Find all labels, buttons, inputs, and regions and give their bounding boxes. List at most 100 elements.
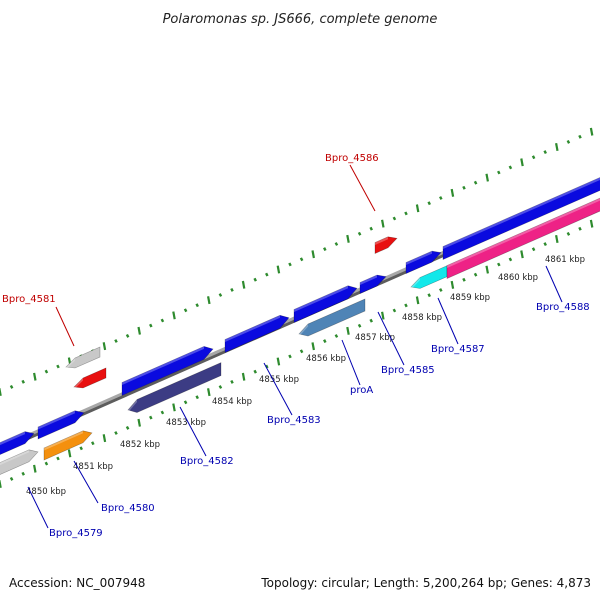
gene-arrow-bpro-4579-neighbor[interactable] bbox=[0, 431, 35, 459]
gene-label[interactable]: Bpro_4579 bbox=[49, 528, 103, 539]
inner-tick-mark bbox=[125, 425, 130, 430]
gene-arrow-bpro-4580[interactable] bbox=[43, 430, 93, 461]
leader-line bbox=[263, 362, 293, 416]
accession-text: Accession: NC_007948 bbox=[9, 576, 145, 590]
gene-label-leaders bbox=[27, 164, 563, 529]
kbp-labels: 4850 kbp 4851 kbp 4852 kbp 4853 kbp 4854 kbp… bbox=[26, 255, 585, 497]
gene-label[interactable]: proA bbox=[350, 385, 373, 396]
gene-arrow-bpro-4579[interactable] bbox=[0, 449, 39, 479]
gene-label[interactable]: Bpro_4582 bbox=[180, 456, 234, 467]
outer-tick-mark bbox=[21, 379, 25, 384]
gene-labels: Bpro_4579 Bpro_4580 Bpro_4581 Bpro_4582 Bpro… bbox=[2, 153, 590, 539]
kbp-label: 4860 kbp bbox=[498, 273, 538, 283]
outer-tick-mark bbox=[299, 257, 304, 262]
leader-line bbox=[341, 339, 361, 386]
gene-label[interactable]: Bpro_4588 bbox=[536, 302, 590, 313]
gene-arrow-bpro-4584[interactable] bbox=[293, 285, 358, 323]
leader-line bbox=[73, 460, 99, 504]
gene-arrow-bpro-4588[interactable] bbox=[446, 197, 600, 279]
gene-arrow-bpro-4581-gray[interactable] bbox=[65, 346, 101, 369]
gene-arrow-bpro-4579-neighbor-highlight bbox=[0, 431, 25, 446]
gene-arrow-bpro-4585[interactable] bbox=[359, 274, 387, 294]
outer-tick-mark bbox=[288, 262, 292, 267]
kbp-label: 4852 kbp bbox=[120, 440, 160, 450]
gene-label[interactable]: Bpro_4587 bbox=[431, 344, 485, 355]
inner-tick-mark bbox=[497, 262, 501, 267]
kbp-label: 4858 kbp bbox=[402, 313, 442, 323]
outer-tick-mark bbox=[230, 287, 234, 292]
outer-tick-mark bbox=[415, 204, 420, 213]
inner-tick-mark bbox=[462, 277, 466, 282]
outer-tick-mark bbox=[427, 201, 431, 206]
inner-tick-mark bbox=[508, 257, 513, 262]
inner-tick-mark bbox=[334, 334, 339, 338]
gene-arrow-bpro-4582-upper[interactable] bbox=[121, 346, 214, 396]
outer-tick-mark bbox=[543, 150, 547, 155]
inner-tick-mark bbox=[276, 357, 281, 366]
gene-label[interactable]: Bpro_4586 bbox=[325, 153, 379, 164]
inner-tick-mark bbox=[102, 434, 107, 443]
gene-arrow-bpro-4582[interactable] bbox=[127, 362, 222, 413]
gene-arrow-bpro-4581-highlight bbox=[74, 378, 83, 390]
inner-tick-mark bbox=[114, 431, 118, 435]
gene-arrow-upstream-4580[interactable] bbox=[37, 410, 85, 440]
leader-line bbox=[437, 297, 459, 345]
gene-label[interactable]: Bpro_4581 bbox=[2, 294, 56, 305]
inner-tick-mark bbox=[288, 354, 292, 359]
leader-line bbox=[377, 311, 405, 366]
outer-tick-mark bbox=[149, 323, 153, 328]
outer-tick-mark bbox=[485, 173, 489, 182]
gene-arrow-upstream-4580-highlight bbox=[38, 410, 75, 430]
gene-label[interactable]: Bpro_4583 bbox=[267, 415, 321, 426]
inner-tick-mark bbox=[427, 293, 431, 298]
gene-arrow-bpro-4581[interactable] bbox=[73, 367, 107, 389]
inner-tick-mark bbox=[137, 418, 141, 427]
outer-tick-mark bbox=[508, 165, 513, 170]
outer-tick-mark bbox=[323, 247, 327, 252]
gene-label[interactable]: Bpro_4585 bbox=[381, 365, 435, 376]
inner-tick-mark bbox=[415, 296, 420, 305]
gene-label[interactable]: Bpro_4580 bbox=[101, 503, 155, 514]
inner-tick-mark bbox=[589, 219, 594, 228]
kbp-label: 4856 kbp bbox=[306, 354, 346, 364]
gene-arrow-bpro-4588-upper-highlight bbox=[443, 177, 600, 249]
inner-tick-mark bbox=[357, 323, 362, 328]
inner-tick-mark bbox=[241, 372, 246, 381]
leader-line bbox=[349, 164, 376, 212]
gene-arrow-bpro-4588-upper[interactable] bbox=[442, 177, 600, 260]
outer-tick-mark bbox=[404, 211, 408, 216]
gene-features bbox=[0, 177, 600, 479]
gene-arrow-bpro-4579-highlight bbox=[0, 449, 29, 466]
inner-tick-mark bbox=[346, 326, 350, 335]
gene-arrow-bpro-4587-highlight bbox=[406, 251, 432, 265]
inner-tick-mark bbox=[450, 280, 455, 289]
inner-tick-mark bbox=[311, 342, 315, 351]
inner-tick-mark bbox=[566, 231, 571, 236]
inner-tick-mark bbox=[555, 235, 559, 243]
outer-tick-mark bbox=[555, 143, 559, 151]
gene-arrow-proa[interactable] bbox=[298, 298, 366, 337]
inner-tick-mark bbox=[299, 349, 304, 354]
inner-tick-mark bbox=[439, 288, 443, 292]
inner-tick-mark bbox=[56, 456, 60, 461]
gene-arrow-bpro-4583[interactable] bbox=[224, 314, 290, 353]
outer-tick-mark bbox=[334, 242, 339, 246]
inner-tick-mark bbox=[79, 446, 83, 451]
outer-tick-mark bbox=[473, 180, 478, 185]
outer-tick-mark bbox=[218, 293, 223, 297]
gene-arrow-bpro-4587-cyan-highlight bbox=[411, 277, 420, 290]
gene-arrow-bpro-4587[interactable] bbox=[405, 250, 442, 274]
outer-tick-mark bbox=[9, 384, 14, 389]
outer-tick-mark bbox=[207, 296, 211, 305]
inner-tick-mark bbox=[392, 308, 397, 313]
gene-arrow-bpro-4581-gray-highlight bbox=[66, 358, 75, 370]
outer-tick-mark bbox=[241, 280, 246, 289]
inner-tick-mark bbox=[253, 369, 257, 374]
outer-tick-mark bbox=[566, 139, 571, 144]
inner-tick-mark bbox=[218, 385, 223, 389]
gene-arrow-bpro-4584-highlight bbox=[294, 285, 348, 312]
kbp-label: 4855 kbp bbox=[259, 375, 299, 385]
gene-arrow-bpro-4586[interactable] bbox=[374, 236, 398, 254]
outer-tick-mark bbox=[497, 170, 501, 175]
inner-tick-mark bbox=[404, 303, 408, 308]
